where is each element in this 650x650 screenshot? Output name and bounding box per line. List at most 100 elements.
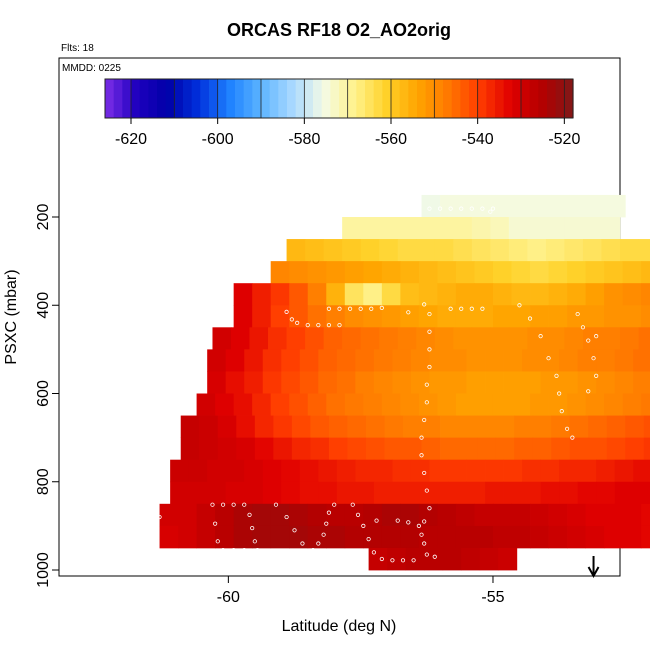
heatmap-cell bbox=[363, 283, 383, 306]
colorbar-bin bbox=[417, 79, 427, 118]
heatmap-cell bbox=[373, 371, 393, 394]
flight-point bbox=[350, 502, 355, 507]
direction-arrow bbox=[587, 556, 600, 579]
heatmap-cell bbox=[429, 459, 449, 483]
colorbar-bin bbox=[174, 79, 184, 118]
heatmap-cell bbox=[270, 503, 290, 527]
heatmap-cell bbox=[384, 437, 404, 461]
flight-point bbox=[326, 323, 332, 328]
heatmap-cell bbox=[225, 481, 245, 505]
flight-point bbox=[594, 373, 599, 378]
heatmap-cell bbox=[527, 239, 547, 262]
colorbar-bin bbox=[347, 79, 357, 118]
heatmap-cell bbox=[310, 415, 330, 439]
flight-point bbox=[189, 360, 194, 365]
heatmap-cell bbox=[530, 283, 549, 306]
colorbar-bin bbox=[408, 79, 418, 118]
heatmap-cell bbox=[305, 239, 325, 262]
heatmap-cell bbox=[323, 327, 343, 350]
flight-point bbox=[469, 306, 474, 311]
heatmap-cell bbox=[458, 415, 478, 439]
heatmap-cell bbox=[355, 349, 375, 372]
heatmap-cell bbox=[567, 305, 586, 328]
heatmap-cell bbox=[424, 547, 444, 571]
heatmap-cell bbox=[641, 393, 650, 416]
colorbar-bin bbox=[356, 79, 366, 118]
heatmap-cell bbox=[434, 327, 454, 350]
heatmap-cell bbox=[564, 217, 584, 240]
heatmap-cell bbox=[514, 437, 534, 461]
colorbar-bin bbox=[434, 79, 444, 118]
flight-point bbox=[575, 311, 580, 317]
heatmap-cell bbox=[381, 261, 401, 284]
heatmap-cell bbox=[569, 437, 589, 461]
flight-point bbox=[488, 209, 493, 214]
flight-point bbox=[152, 548, 157, 553]
heatmap-cell bbox=[400, 283, 420, 306]
heatmap-cell bbox=[233, 525, 253, 549]
colorbar-bin bbox=[235, 79, 245, 118]
flight-point bbox=[427, 329, 432, 334]
heatmap-cell bbox=[299, 459, 319, 483]
colorbar-bin bbox=[295, 79, 305, 118]
heatmap-cell bbox=[530, 305, 549, 328]
colorbar-bin bbox=[287, 79, 297, 118]
flight-point bbox=[273, 502, 279, 507]
colorbar-bin bbox=[278, 79, 288, 118]
flight-point bbox=[437, 206, 443, 211]
heatmap-cell bbox=[421, 437, 441, 461]
heatmap-cell bbox=[254, 437, 274, 461]
flight-point bbox=[247, 512, 252, 517]
flight-point bbox=[422, 417, 427, 423]
heatmap-cell bbox=[490, 239, 510, 262]
heatmap-cell bbox=[530, 503, 549, 527]
y-axis-title: PSXC (mbar) bbox=[3, 269, 20, 364]
colorbar-tick-label: -560 bbox=[375, 131, 407, 148]
heatmap-cell bbox=[355, 459, 375, 483]
heatmap-cell bbox=[471, 327, 491, 350]
flight-point bbox=[427, 206, 432, 211]
flight-point bbox=[427, 347, 432, 352]
heatmap-cell bbox=[503, 371, 523, 394]
heatmap-cell bbox=[381, 503, 401, 527]
heatmap-cell bbox=[564, 327, 584, 350]
heatmap-cell bbox=[633, 349, 650, 372]
heatmap-cell bbox=[400, 305, 420, 328]
heatmap-cell bbox=[522, 349, 542, 372]
heatmap-cell bbox=[448, 349, 467, 372]
heatmap-cell bbox=[582, 239, 602, 262]
heatmap-cell bbox=[474, 393, 494, 416]
heatmap-cell bbox=[577, 349, 597, 372]
heatmap-cell bbox=[289, 283, 309, 306]
heatmap-cell bbox=[270, 393, 290, 416]
colorbar-bin bbox=[521, 79, 531, 118]
heatmap-cell bbox=[286, 239, 306, 262]
heatmap-cell bbox=[365, 415, 385, 439]
heatmap-cell bbox=[347, 437, 367, 461]
heatmap-cell bbox=[466, 371, 486, 394]
heatmap-cell bbox=[448, 481, 467, 505]
heatmap-cell bbox=[318, 459, 338, 483]
x-axis: -60 -55 bbox=[217, 576, 505, 606]
heatmap-cell bbox=[215, 393, 235, 416]
flight-point bbox=[210, 296, 215, 301]
flight-point bbox=[316, 323, 321, 328]
heatmap-cell bbox=[633, 459, 650, 483]
heatmap-cell bbox=[305, 327, 325, 350]
heatmap-cell bbox=[440, 194, 459, 218]
flight-point bbox=[324, 521, 329, 526]
heatmap-cell bbox=[614, 481, 634, 505]
flights-label: Flts: 18 bbox=[61, 43, 94, 54]
heatmap-cell bbox=[159, 525, 179, 549]
colorbar-bin bbox=[157, 79, 167, 118]
heatmap-cell bbox=[585, 393, 605, 416]
colorbar-bin bbox=[183, 79, 193, 118]
heatmap-cell bbox=[196, 393, 216, 416]
y-tick-label: 1000 bbox=[35, 552, 52, 588]
heatmap-cell bbox=[466, 349, 486, 372]
heatmap-cell bbox=[453, 327, 473, 350]
heatmap-cell bbox=[551, 437, 571, 461]
x-axis-title: Latitude (deg N) bbox=[282, 618, 397, 635]
heatmap-cell bbox=[567, 283, 586, 306]
flight-point bbox=[160, 497, 165, 502]
